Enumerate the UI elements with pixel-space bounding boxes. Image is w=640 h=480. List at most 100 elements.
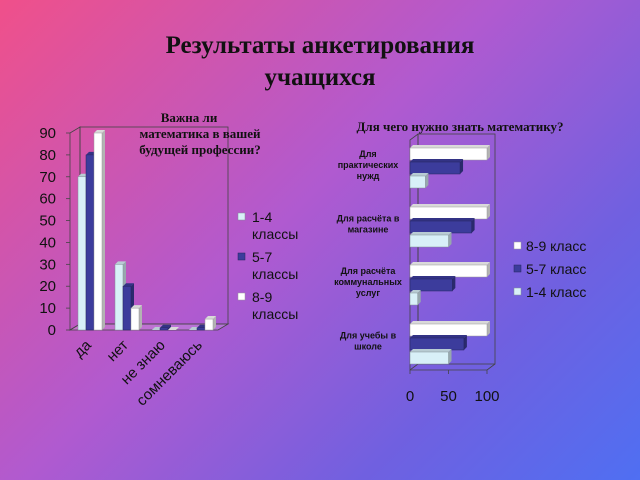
chart2-bar-top bbox=[410, 159, 464, 162]
chart2-bar-side bbox=[463, 335, 467, 350]
chart2-bar bbox=[409, 220, 472, 234]
chart2-bar bbox=[409, 292, 418, 306]
chart1-ytick-label: 40 bbox=[39, 234, 56, 251]
chart1-category-label: да bbox=[71, 336, 96, 361]
chart2-bar bbox=[409, 206, 488, 220]
chart1-bar bbox=[85, 154, 95, 331]
chart1-legend-label: 1-4 bbox=[252, 209, 272, 225]
chart1-bar-top bbox=[123, 283, 134, 287]
chart1-bar-top bbox=[160, 324, 171, 328]
chart1-title-line: будущей профессии? bbox=[139, 142, 260, 157]
chart1-bar bbox=[77, 176, 87, 331]
chart1-bar-side bbox=[168, 324, 171, 330]
chart1-ytick-label: 0 bbox=[48, 322, 56, 339]
chart1-bar-top bbox=[168, 327, 179, 330]
chart2-category-label: Для учебы в bbox=[340, 331, 397, 341]
chart1-legend-label: 5-7 bbox=[252, 249, 272, 265]
chart1-ytick-label: 30 bbox=[39, 256, 56, 273]
chart1-title-line: Важна ли bbox=[161, 110, 218, 125]
chart2-bar bbox=[409, 147, 488, 161]
chart1-ytick-label: 20 bbox=[39, 278, 56, 295]
chart2-bar-top bbox=[410, 276, 456, 279]
chart2-bar bbox=[409, 161, 461, 175]
chart2-bar-side bbox=[425, 173, 429, 188]
chart1-bar bbox=[204, 318, 214, 331]
chart2-xtick-label: 0 bbox=[406, 388, 414, 405]
chart1-ytick-label: 60 bbox=[39, 191, 56, 208]
slide-title: Результаты анкетирования учащихся bbox=[0, 30, 640, 94]
chart2-bar bbox=[409, 264, 488, 278]
chart2-category-label: коммунальных bbox=[334, 277, 402, 287]
chart1-ytick-label: 80 bbox=[39, 147, 56, 164]
chart1-ytick-label: 50 bbox=[39, 213, 56, 230]
chart2-bar bbox=[409, 323, 488, 337]
chart2-category-label: магазине bbox=[348, 225, 389, 235]
chart1-bar bbox=[196, 327, 206, 331]
chart2-bar-top bbox=[410, 321, 490, 324]
chart1-title-line: математика в вашей bbox=[140, 126, 261, 141]
chart1-bar-top bbox=[115, 261, 126, 265]
chart2-category-label: Для расчёта в bbox=[337, 214, 400, 224]
chart2-title: Для чего нужно знать математику? bbox=[356, 119, 563, 134]
chart2-bar bbox=[409, 337, 465, 351]
chart2-x-axis-edge bbox=[486, 363, 496, 371]
chart2-xtick-label: 50 bbox=[440, 388, 457, 405]
chart2-category-label: нужд bbox=[357, 171, 380, 181]
chart2-bar bbox=[409, 234, 449, 248]
chart1-bar-side bbox=[139, 305, 142, 330]
chart2-category-label: услуг bbox=[356, 288, 380, 298]
chart1-ytick-label: 90 bbox=[39, 125, 56, 142]
chart1-bar-top bbox=[94, 130, 105, 133]
chart2-legend-swatch bbox=[513, 287, 522, 296]
chart2-legend-label: 1-4 класс bbox=[526, 284, 586, 300]
chart1-legend-label: классы bbox=[252, 226, 298, 242]
chart2-bar-side bbox=[417, 290, 421, 305]
chart2-bar-side bbox=[448, 349, 452, 364]
chart1-ytick-label: 10 bbox=[39, 300, 56, 317]
chart2-category-label: практических bbox=[338, 160, 399, 170]
chart1-bar bbox=[130, 307, 140, 331]
chart1-category-label: нет bbox=[104, 337, 132, 365]
chart1-bar bbox=[114, 264, 124, 331]
chart2-bar-side bbox=[487, 262, 490, 277]
chart2-bar-side bbox=[448, 232, 452, 247]
chart2-bar-side bbox=[487, 204, 490, 219]
chart2-category-label: Для bbox=[359, 149, 376, 159]
chart2-bar-side bbox=[460, 159, 464, 174]
chart1-legend-swatch bbox=[237, 292, 246, 301]
chart2-bar-top bbox=[410, 173, 429, 176]
chart2-category-label: Для расчёта bbox=[341, 266, 397, 276]
chart1-legend-swatch bbox=[237, 212, 246, 221]
chart1-bar bbox=[122, 285, 132, 331]
slide-title-line2: учащихся bbox=[264, 64, 376, 91]
chart1-ytick-label: 70 bbox=[39, 169, 56, 186]
chart1-legend-label: 8-9 bbox=[252, 289, 272, 305]
chart2-legend-label: 8-9 класс bbox=[526, 238, 586, 254]
chart1-bar-side bbox=[102, 130, 105, 330]
chart2-bar-top bbox=[410, 232, 452, 235]
chart1-bar-top bbox=[205, 316, 216, 320]
chart2-bar-side bbox=[452, 276, 456, 291]
chart2-bar-side bbox=[487, 321, 490, 336]
chart2-legend-swatch bbox=[513, 241, 522, 250]
chart2-bar-top bbox=[410, 262, 490, 265]
chart1-bar-top bbox=[131, 305, 142, 309]
chart2-legend-label: 5-7 класс bbox=[526, 261, 586, 277]
chart1-legend-swatch bbox=[237, 252, 246, 261]
chart1-bar bbox=[93, 132, 103, 331]
chart2-category-label: школе bbox=[354, 342, 382, 352]
chart1-bar bbox=[159, 327, 169, 331]
chart1-bar-side bbox=[213, 316, 216, 330]
chart2-bar-top bbox=[410, 218, 475, 221]
slide-title-line1: Результаты анкетирования bbox=[165, 32, 475, 59]
chart2-xtick-label: 100 bbox=[474, 388, 499, 405]
chart2-bar bbox=[409, 351, 449, 365]
chart1-legend-label: классы bbox=[252, 266, 298, 282]
chart2-bar bbox=[409, 175, 426, 189]
chart2-bar-top bbox=[410, 204, 490, 207]
chart2-bar-top bbox=[410, 290, 421, 293]
chart2-bar-side bbox=[487, 145, 490, 160]
